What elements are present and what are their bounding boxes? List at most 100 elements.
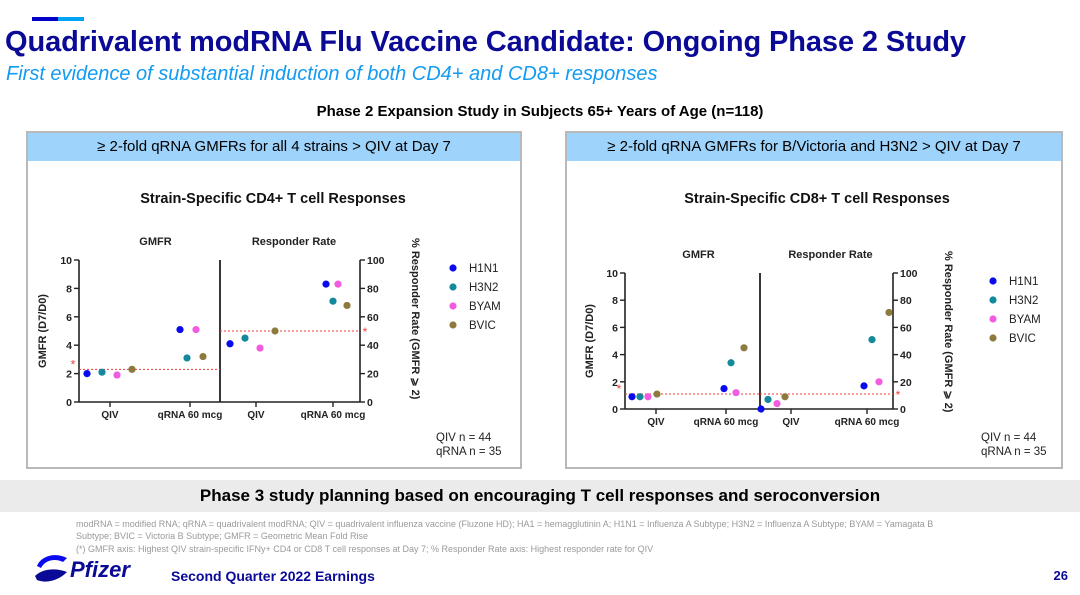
- responder-y-tick-label: 40: [900, 350, 912, 362]
- gmfr-subplot-title: GMFR: [139, 236, 171, 248]
- cd4-chart: Strain-Specific CD4+ T cell Responses GMF…: [37, 191, 502, 458]
- responder-point-byam: [256, 344, 264, 352]
- footnote-abbreviations-1: modRNA = modified RNA; qRNA = quadrivale…: [76, 519, 934, 529]
- responder-y-tick-label: 100: [367, 255, 385, 267]
- responder-point-h3n2: [868, 336, 876, 344]
- legend-marker-h1n1: [449, 264, 457, 272]
- responder-y-tick-label: 60: [900, 322, 912, 334]
- responder-y-tick-label: 100: [900, 268, 918, 280]
- gmfr-point-bvic: [740, 344, 748, 352]
- responder-subplot-title: Responder Rate: [788, 249, 872, 261]
- responder-y-tick-label: 0: [900, 404, 906, 416]
- gmfr-x-tick-label: QIV: [647, 417, 665, 428]
- gmfr-y-tick-label: 8: [612, 295, 618, 307]
- sample-size-label: QIV n = 44: [981, 432, 1037, 444]
- phase3-banner: Phase 3 study planning based on encourag…: [0, 480, 1080, 512]
- accent-bar-dark: [32, 17, 58, 21]
- legend-label-byam: BYAM: [1009, 314, 1041, 326]
- gmfr-threshold-star: *: [617, 382, 622, 396]
- responder-point-bvic: [885, 308, 893, 317]
- cd4-panel-header: ≥ 2-fold qRNA GMFRs for all 4 strains > …: [28, 133, 520, 161]
- responder-y-tick-label: 20: [900, 377, 912, 389]
- responder-y-tick-label: 40: [367, 340, 379, 352]
- responder-threshold-star: *: [363, 325, 368, 339]
- footer-title: Second Quarter 2022 Earnings: [171, 568, 375, 584]
- gmfr-point-h1n1: [176, 325, 184, 334]
- cd4-panel: ≥ 2-fold qRNA GMFRs for all 4 strains > …: [26, 131, 522, 469]
- responder-y-axis-label: % Responder Rate (GMFR ⩾ 2): [409, 238, 421, 400]
- pfizer-logo-mark-icon: [37, 555, 67, 568]
- gmfr-point-byam: [113, 371, 121, 379]
- gmfr-point-byam: [732, 389, 740, 397]
- gmfr-point-byam: [644, 393, 652, 401]
- responder-point-byam: [334, 280, 342, 288]
- gmfr-point-h3n2: [98, 368, 106, 376]
- gmfr-point-h3n2: [727, 359, 735, 367]
- legend-label-byam: BYAM: [469, 301, 501, 313]
- legend-marker-bvic: [989, 334, 997, 342]
- responder-point-bvic: [343, 301, 351, 310]
- gmfr-y-tick-label: 10: [60, 255, 72, 267]
- responder-point-h1n1: [757, 405, 765, 413]
- responder-x-tick-label: qRNA 60 mcg: [301, 410, 366, 421]
- study-label: Phase 2 Expansion Study in Subjects 65+ …: [316, 103, 764, 120]
- responder-point-h1n1: [860, 382, 868, 390]
- footnote-abbreviations-2: Subtype; BVIC = Victoria B Subtype; GMFR…: [76, 531, 368, 541]
- gmfr-point-h3n2: [636, 393, 644, 401]
- gmfr-x-tick-label: qRNA 60 mcg: [694, 417, 759, 428]
- gmfr-threshold-star: *: [71, 357, 76, 371]
- responder-subplot-title: Responder Rate: [252, 236, 336, 248]
- responder-x-tick-label: qRNA 60 mcg: [835, 417, 900, 428]
- sample-size-label: QIV n = 44: [436, 432, 492, 444]
- responder-y-tick-label: 0: [367, 397, 373, 409]
- pfizer-logo-mark-lower-icon: [35, 569, 67, 582]
- responder-point-byam: [773, 399, 781, 408]
- cd8-panel: ≥ 2-fold qRNA GMFRs for B/Victoria and H…: [565, 131, 1063, 469]
- responder-y-axis-label: % Responder Rate (GMFR ⩾ 2): [942, 251, 954, 413]
- footnote-axis-note: (*) GMFR axis: Highest QIV strain-specif…: [76, 544, 654, 554]
- legend-label-h3n2: H3N2: [469, 282, 498, 294]
- responder-y-tick-label: 60: [367, 312, 379, 324]
- cd8-panel-header: ≥ 2-fold qRNA GMFRs for B/Victoria and H…: [567, 133, 1061, 161]
- legend-label-h1n1: H1N1: [469, 263, 498, 275]
- responder-threshold-star: *: [896, 388, 901, 402]
- gmfr-x-tick-label: qRNA 60 mcg: [158, 410, 223, 421]
- gmfr-point-h1n1: [83, 370, 91, 378]
- responder-y-tick-label: 20: [367, 369, 379, 381]
- gmfr-y-tick-label: 4: [66, 340, 72, 352]
- responder-x-tick-label: QIV: [782, 417, 800, 428]
- legend-marker-byam: [989, 315, 997, 323]
- chart-title: Strain-Specific CD4+ T cell Responses: [140, 191, 406, 207]
- gmfr-y-axis-label: GMFR (D7/D0): [37, 294, 49, 368]
- gmfr-point-h1n1: [628, 393, 636, 401]
- legend-marker-h1n1: [989, 277, 997, 285]
- responder-y-tick-label: 80: [367, 283, 379, 295]
- gmfr-y-tick-label: 6: [612, 322, 618, 334]
- gmfr-y-tick-label: 0: [66, 397, 72, 409]
- gmfr-point-bvic: [199, 352, 207, 361]
- gmfr-y-tick-label: 8: [66, 283, 72, 295]
- legend-marker-bvic: [449, 321, 457, 329]
- cd8-chart: Strain-Specific CD8+ T cell Responses GMF…: [584, 191, 1047, 458]
- chart-title: Strain-Specific CD8+ T cell Responses: [684, 191, 950, 207]
- sample-size-label: qRNA n = 35: [436, 446, 502, 458]
- gmfr-point-byam: [192, 325, 200, 334]
- slide-title: Quadrivalent modRNA Flu Vaccine Candidat…: [5, 26, 966, 58]
- title-accent-bar: [32, 17, 84, 21]
- gmfr-point-bvic: [128, 365, 136, 373]
- responder-x-tick-label: QIV: [247, 410, 265, 421]
- responder-point-h3n2: [241, 334, 249, 342]
- responder-point-byam: [875, 378, 883, 386]
- responder-point-h3n2: [329, 297, 337, 305]
- gmfr-point-h3n2: [183, 354, 191, 362]
- sample-size-label: qRNA n = 35: [981, 446, 1047, 458]
- gmfr-y-tick-label: 10: [606, 268, 618, 280]
- legend-marker-h3n2: [989, 296, 997, 304]
- responder-point-h1n1: [322, 280, 330, 288]
- responder-point-bvic: [271, 327, 279, 335]
- responder-y-tick-label: 80: [900, 295, 912, 307]
- accent-bar-light: [58, 17, 84, 21]
- gmfr-y-axis-label: GMFR (D7/D0): [584, 304, 596, 378]
- gmfr-subplot-title: GMFR: [682, 249, 714, 261]
- legend-marker-h3n2: [449, 283, 457, 291]
